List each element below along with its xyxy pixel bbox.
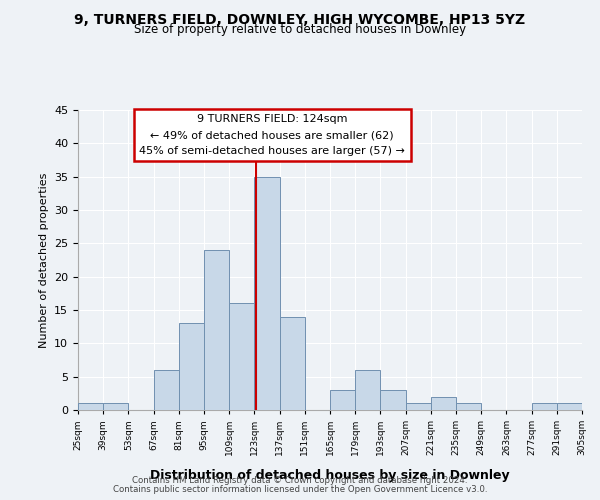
Bar (229, 304, 254, 410)
Text: 9 TURNERS FIELD: 124sqm
← 49% of detached houses are smaller (62)
45% of semi-de: 9 TURNERS FIELD: 124sqm ← 49% of detache… (139, 114, 405, 156)
Bar (330, 390, 355, 410)
Bar (380, 390, 406, 410)
Bar (179, 324, 204, 410)
Bar (557, 404, 582, 410)
Bar (254, 176, 280, 410)
Y-axis label: Number of detached properties: Number of detached properties (38, 172, 49, 348)
Bar (154, 370, 179, 410)
Bar (431, 396, 456, 410)
Bar (78, 404, 103, 410)
Bar (280, 316, 305, 410)
Bar (204, 250, 229, 410)
Text: Contains HM Land Registry data © Crown copyright and database right 2024.: Contains HM Land Registry data © Crown c… (132, 476, 468, 485)
Text: 9, TURNERS FIELD, DOWNLEY, HIGH WYCOMBE, HP13 5YZ: 9, TURNERS FIELD, DOWNLEY, HIGH WYCOMBE,… (74, 12, 526, 26)
X-axis label: Distribution of detached houses by size in Downley: Distribution of detached houses by size … (150, 470, 510, 482)
Text: Size of property relative to detached houses in Downley: Size of property relative to detached ho… (134, 22, 466, 36)
Bar (456, 404, 481, 410)
Bar (406, 404, 431, 410)
Text: Contains public sector information licensed under the Open Government Licence v3: Contains public sector information licen… (113, 484, 487, 494)
Bar (103, 404, 128, 410)
Bar (532, 404, 557, 410)
Bar (355, 370, 380, 410)
